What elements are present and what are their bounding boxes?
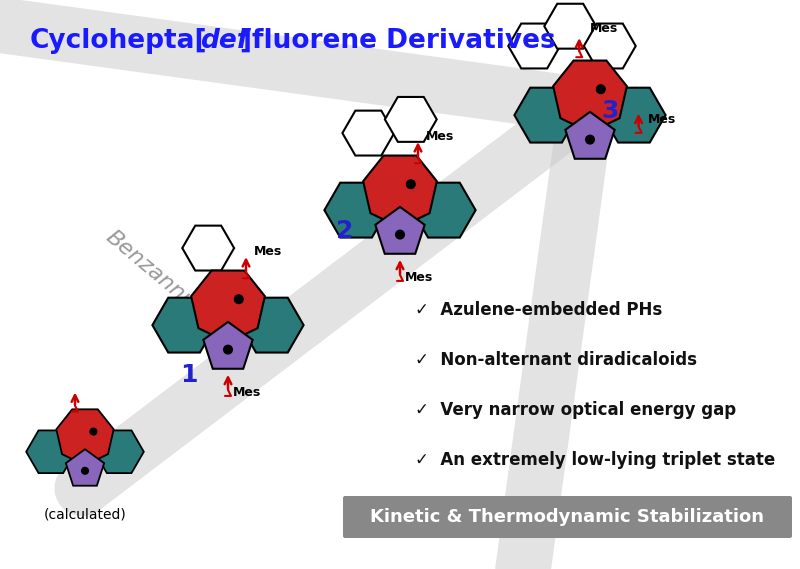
Text: ✓  Azulene-embedded PHs: ✓ Azulene-embedded PHs	[415, 301, 662, 319]
Polygon shape	[56, 409, 114, 465]
Text: ✓  Non-alternant diradicaloids: ✓ Non-alternant diradicaloids	[415, 351, 697, 369]
Polygon shape	[342, 110, 394, 155]
Text: ✓  An extremely low-lying triplet state: ✓ An extremely low-lying triplet state	[415, 451, 775, 469]
Circle shape	[396, 230, 404, 239]
Circle shape	[90, 428, 97, 435]
Polygon shape	[26, 430, 75, 473]
Polygon shape	[66, 450, 104, 486]
Text: Kinetic & Thermodynamic Stabilization: Kinetic & Thermodynamic Stabilization	[370, 508, 765, 526]
FancyArrowPatch shape	[0, 10, 586, 569]
Text: 2: 2	[335, 219, 353, 243]
Polygon shape	[240, 298, 304, 353]
Polygon shape	[152, 298, 216, 353]
Text: ✓  Very narrow optical energy gap: ✓ Very narrow optical energy gap	[415, 401, 736, 419]
Circle shape	[406, 180, 415, 188]
Polygon shape	[566, 112, 614, 159]
Polygon shape	[363, 155, 437, 228]
Polygon shape	[508, 23, 560, 68]
Text: ]fluorene Derivatives: ]fluorene Derivatives	[240, 28, 556, 54]
Polygon shape	[182, 226, 234, 270]
Circle shape	[224, 345, 232, 354]
Circle shape	[586, 135, 594, 144]
Polygon shape	[203, 322, 253, 369]
Polygon shape	[584, 23, 636, 68]
Polygon shape	[191, 270, 265, 343]
Polygon shape	[375, 207, 425, 254]
Circle shape	[597, 85, 605, 93]
Text: 1: 1	[180, 363, 197, 387]
FancyBboxPatch shape	[343, 496, 792, 538]
Text: Mes: Mes	[590, 22, 618, 35]
Text: Mes: Mes	[426, 130, 454, 143]
Polygon shape	[514, 88, 578, 143]
Polygon shape	[385, 97, 437, 142]
Polygon shape	[602, 88, 666, 143]
Circle shape	[82, 468, 88, 474]
Text: Mes: Mes	[405, 271, 434, 284]
Text: Benzannulation: Benzannulation	[102, 226, 248, 353]
Text: Mes: Mes	[254, 245, 282, 258]
Text: Cyclohepta[: Cyclohepta[	[30, 28, 207, 54]
Text: def: def	[200, 28, 248, 54]
Polygon shape	[325, 183, 388, 237]
Circle shape	[234, 295, 243, 303]
Text: (calculated): (calculated)	[44, 507, 126, 521]
Text: 3: 3	[601, 99, 618, 123]
Text: Mes: Mes	[648, 113, 676, 126]
Polygon shape	[412, 183, 475, 237]
Text: Mes: Mes	[233, 386, 262, 399]
Polygon shape	[94, 430, 144, 473]
Polygon shape	[553, 60, 627, 133]
Polygon shape	[544, 4, 596, 48]
